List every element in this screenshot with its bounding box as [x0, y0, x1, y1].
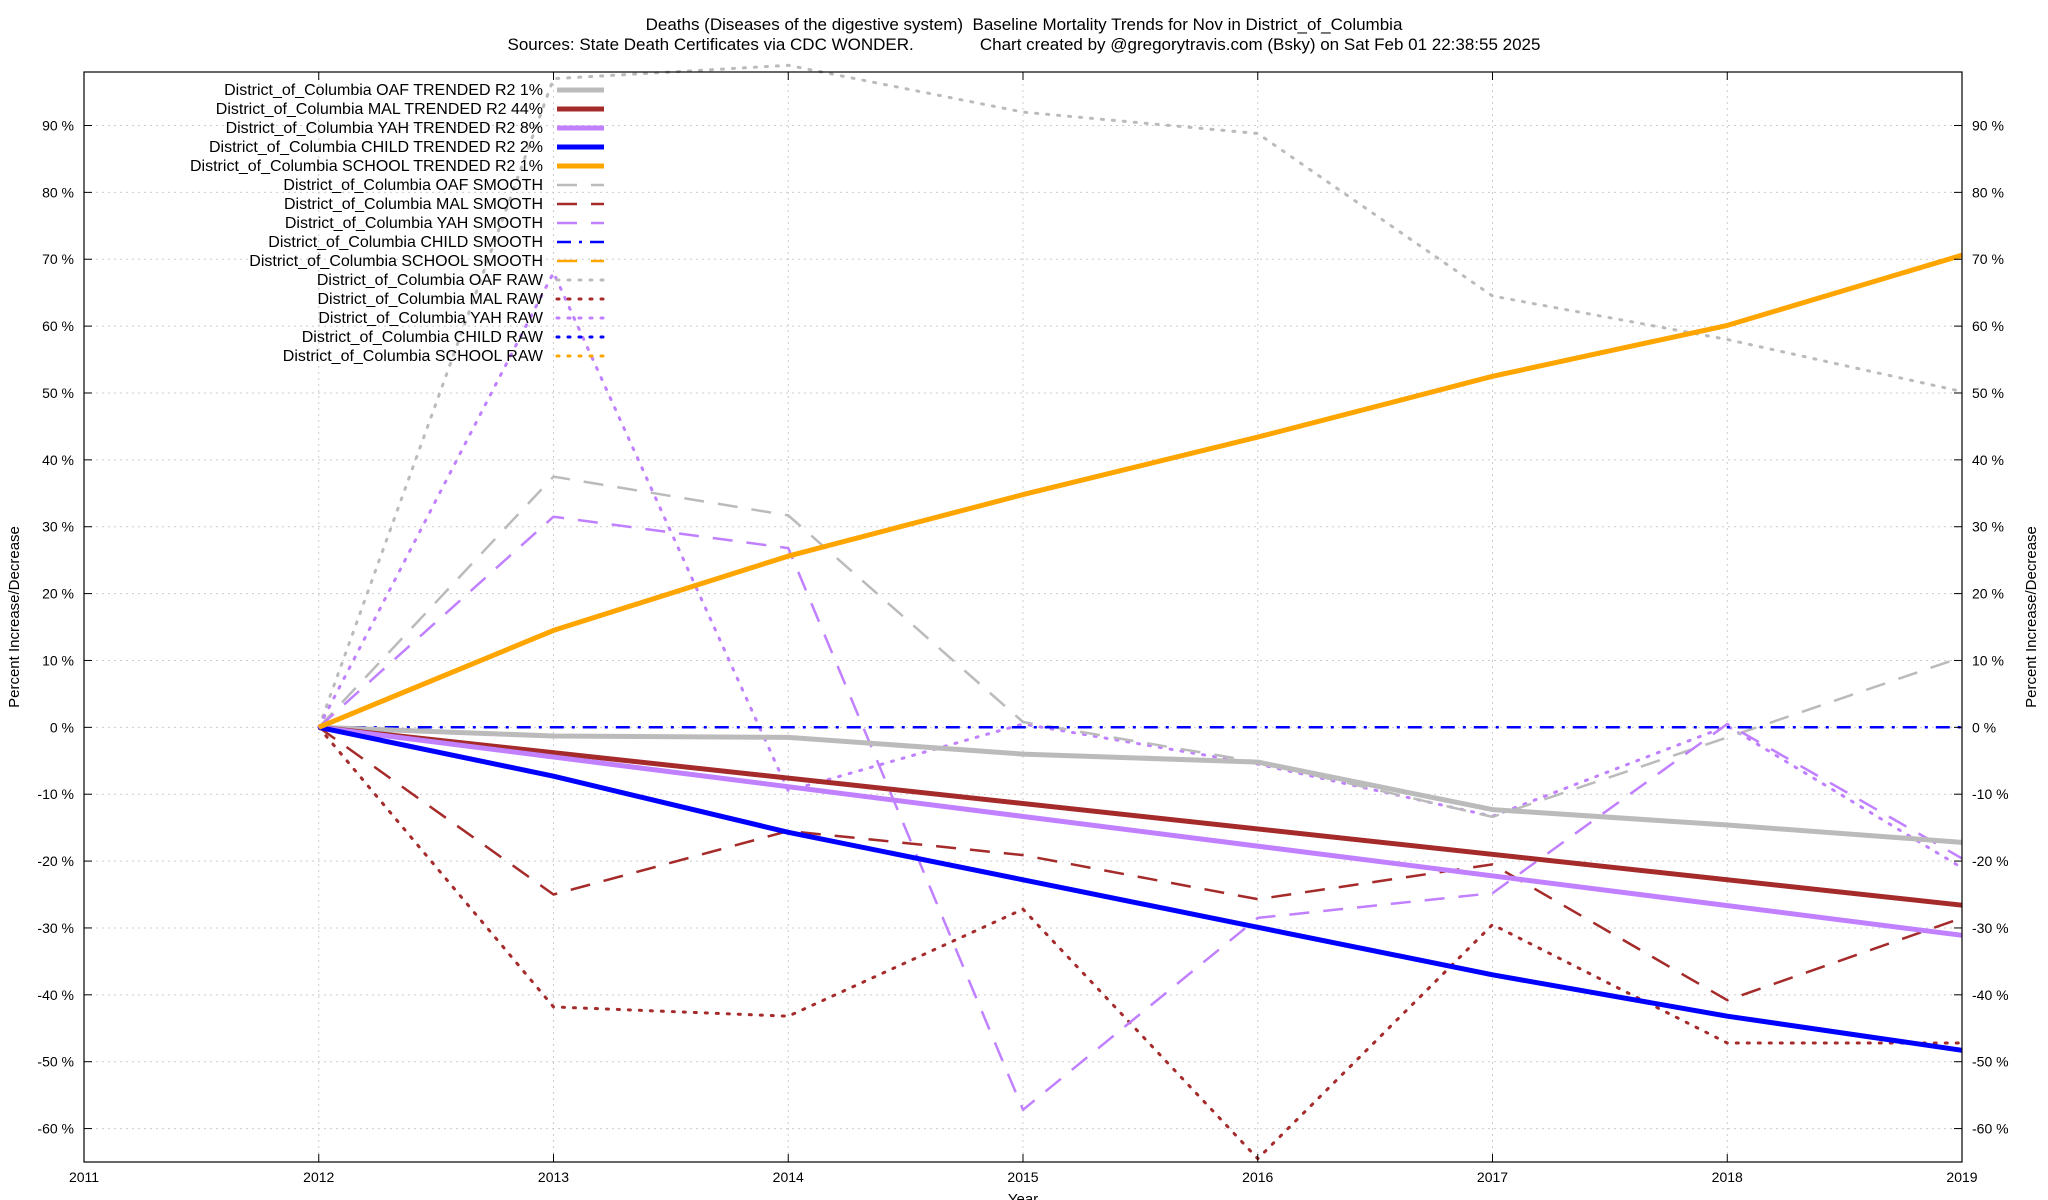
series-line-5: [317, 475, 1963, 819]
y-tick-label-left: 20 %: [42, 586, 74, 602]
y-tick-label-left: -40 %: [37, 987, 74, 1003]
chart-title: Deaths (Diseases of the digestive system…: [645, 15, 1403, 34]
x-tick-label: 2018: [1712, 1169, 1743, 1185]
legend-label: District_of_Columbia SCHOOL TRENDED R2 1…: [190, 158, 543, 175]
y-tick-label-left: 60 %: [42, 318, 74, 334]
legend-label: District_of_Columbia YAH TRENDED R2 8%: [226, 120, 543, 137]
legend-label: District_of_Columbia OAF SMOOTH: [283, 177, 543, 194]
y-tick-label-left: 0 %: [50, 719, 74, 735]
legend-label: District_of_Columbia CHILD RAW: [302, 329, 544, 346]
series-line-11: [317, 725, 1964, 1161]
y-tick-label-right: 80 %: [1972, 184, 2004, 200]
chart-subtitle: Sources: State Death Certificates via CD…: [507, 35, 1541, 54]
y-tick-label-right: -20 %: [1972, 853, 2009, 869]
y-tick-label-right: -50 %: [1972, 1054, 2009, 1070]
series-line-0: [318, 724, 1963, 845]
x-tick-label: 2013: [538, 1169, 569, 1185]
y-tick-label-left: -20 %: [37, 853, 74, 869]
legend-label: District_of_Columbia YAH SMOOTH: [285, 215, 543, 232]
y-tick-label-right: 40 %: [1972, 452, 2004, 468]
legend-label: District_of_Columbia MAL SMOOTH: [284, 196, 543, 213]
series-line-12: [317, 271, 1964, 870]
series-layer: [317, 63, 1964, 1161]
y-tick-label-right: 30 %: [1972, 519, 2004, 535]
y-tick-label-left: 10 %: [42, 652, 74, 668]
x-tick-label: 2012: [303, 1169, 334, 1185]
series-line-3: [318, 724, 1963, 1053]
series-line-2: [318, 724, 1963, 938]
y-tick-label-right: -60 %: [1972, 1121, 2009, 1137]
y-tick-label-left: -10 %: [37, 786, 74, 802]
legend-label: District_of_Columbia MAL TRENDED R2 44%: [216, 101, 543, 118]
y-tick-label-right: -40 %: [1972, 987, 2009, 1003]
y-tick-label-right: -10 %: [1972, 786, 2009, 802]
series-line-1: [318, 724, 1963, 908]
y-tick-label-right: 70 %: [1972, 251, 2004, 267]
series-line-4: [317, 252, 1963, 730]
legend-label: District_of_Columbia CHILD SMOOTH: [268, 234, 543, 251]
y-tick-label-left: -60 %: [37, 1121, 74, 1137]
legend-label: District_of_Columbia YAH RAW: [318, 310, 544, 327]
y-tick-label-left: 80 %: [42, 184, 74, 200]
x-tick-label: 2014: [773, 1169, 804, 1185]
y-tick-label-left: 50 %: [42, 385, 74, 401]
x-tick-label: 2017: [1477, 1169, 1508, 1185]
x-tick-label: 2011: [69, 1169, 99, 1185]
y-tick-label-left: 30 %: [42, 519, 74, 535]
legend-label: District_of_Columbia SCHOOL SMOOTH: [249, 253, 543, 270]
y-tick-label-left: 70 %: [42, 251, 74, 267]
legend-label: District_of_Columbia OAF RAW: [317, 272, 544, 289]
y-tick-label-right: 10 %: [1972, 652, 2004, 668]
y-tick-label-right: 0 %: [1972, 719, 1996, 735]
y-tick-label-right: 90 %: [1972, 117, 2004, 133]
y-tick-label-right: 20 %: [1972, 586, 2004, 602]
legend-label: District_of_Columbia MAL RAW: [317, 291, 543, 308]
legend-label: District_of_Columbia OAF TRENDED R2 1%: [224, 82, 543, 99]
y-tick-label-right: -30 %: [1972, 920, 2009, 936]
y-tick-label-left: 40 %: [42, 452, 74, 468]
y-tick-label-right: 50 %: [1972, 385, 2004, 401]
x-tick-label: 2015: [1007, 1169, 1038, 1185]
legend-label: District_of_Columbia CHILD TRENDED R2 2%: [209, 139, 543, 156]
y-tick-label-left: -50 %: [37, 1054, 74, 1070]
y-tick-label-right: 60 %: [1972, 318, 2004, 334]
series-line-6: [318, 726, 1963, 1002]
y-axis-label-right: Percent Increase/Decrease: [2023, 526, 2040, 708]
x-axis-label: Year: [1008, 1191, 1038, 1200]
y-tick-label-left: -30 %: [37, 920, 74, 936]
x-tick-label: 2016: [1242, 1169, 1273, 1185]
legend-label: District_of_Columbia SCHOOL RAW: [283, 348, 544, 365]
x-tick-label: 2019: [1946, 1169, 1977, 1185]
legend: District_of_Columbia OAF TRENDED R2 1% Di…: [190, 82, 606, 365]
y-axis-label-left: Percent Increase/Decrease: [6, 526, 23, 708]
y-tick-label-left: 90 %: [42, 117, 74, 133]
axis-ticks: 2011 2012 2013 2014 2015 2016 2017 2018 2019 -60 …: [37, 72, 2009, 1185]
series-line-7: [317, 515, 1963, 1112]
